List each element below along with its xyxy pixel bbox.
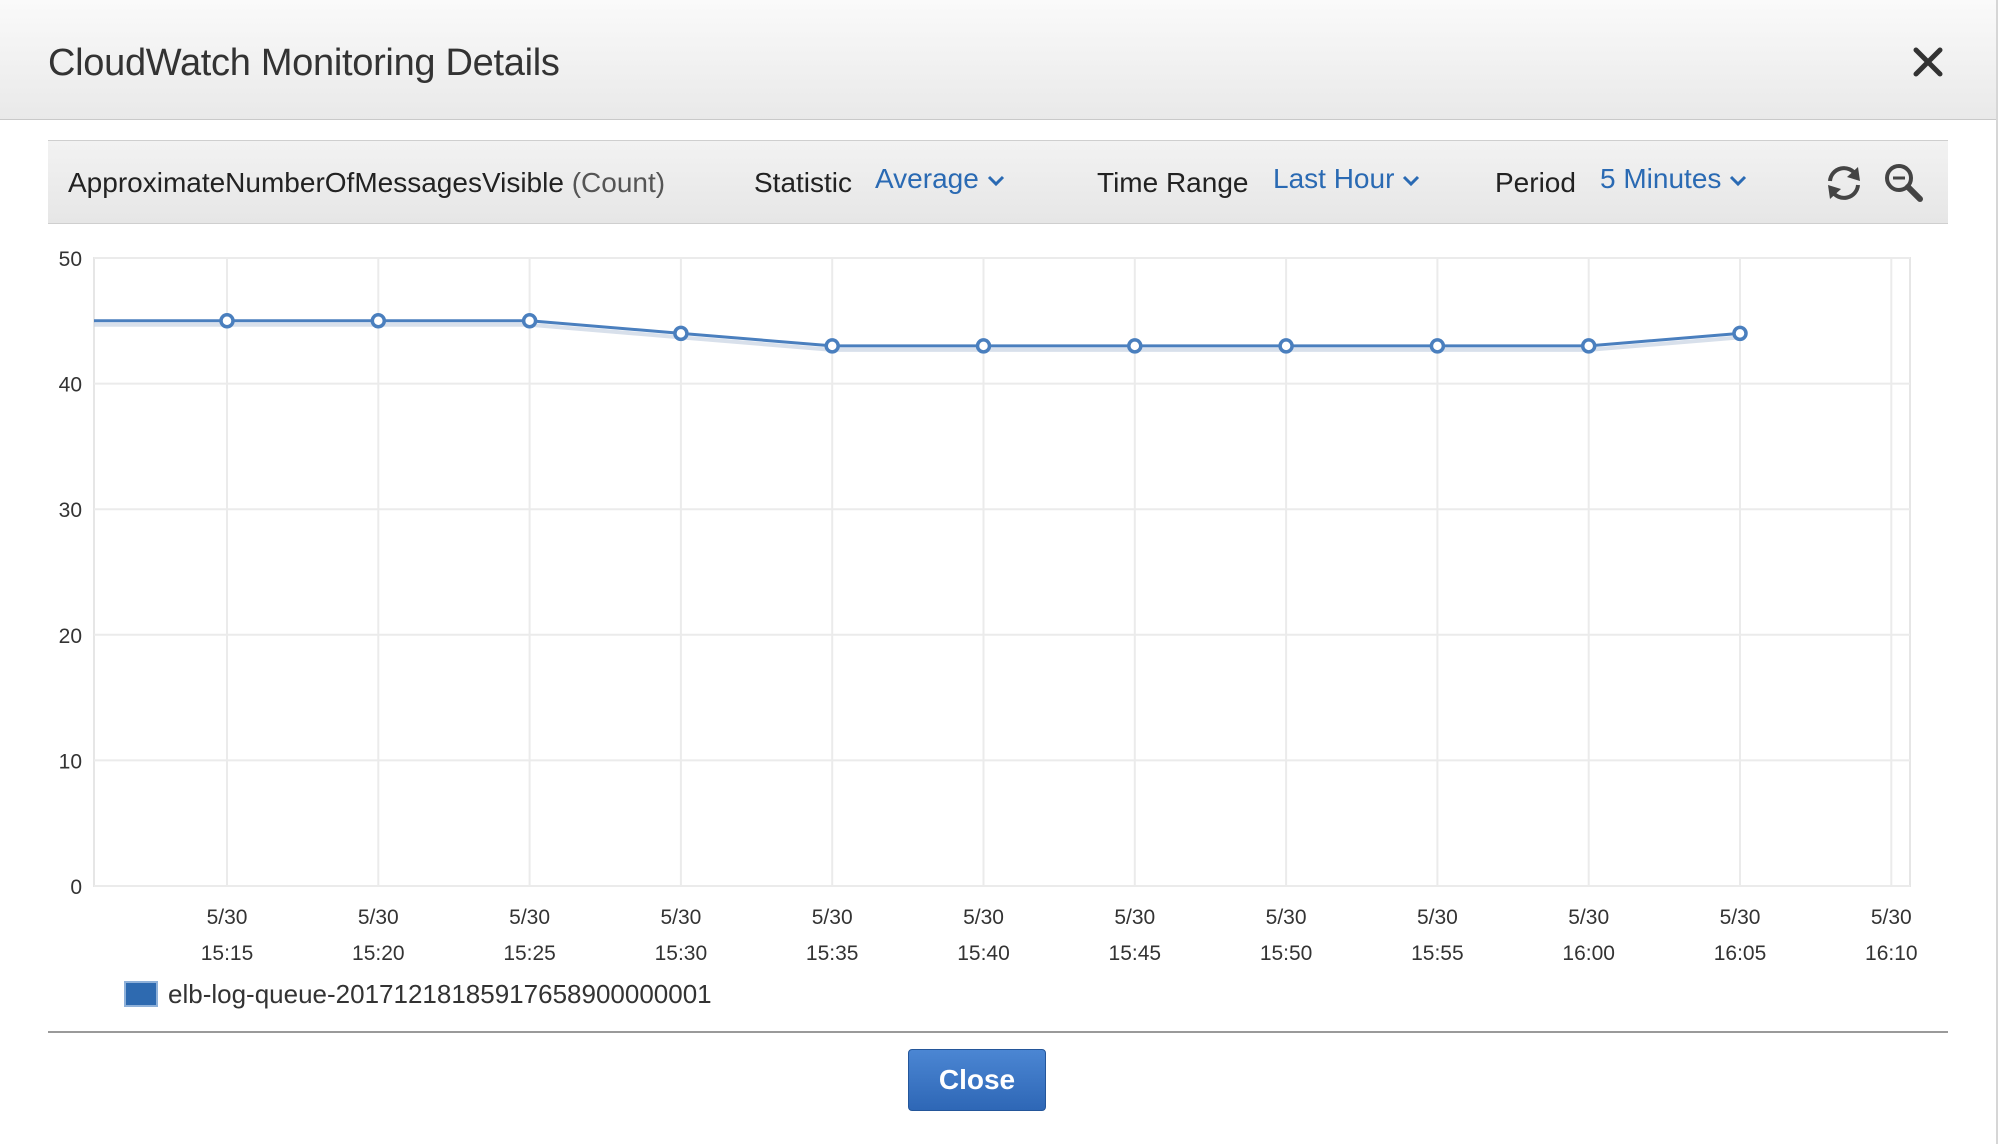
metric-toolbar: ApproximateNumberOfMessagesVisible (Coun… [48, 140, 1948, 224]
statistic-label: Statistic [754, 167, 853, 198]
period-value: 5 Minutes [1600, 163, 1722, 194]
x-tick-time: 15:40 [957, 942, 1010, 965]
data-point [219, 313, 235, 329]
x-tick-date: 5/30 [1417, 906, 1458, 929]
x-tick-date: 5/30 [207, 906, 248, 929]
chevron-down-icon [1730, 175, 1747, 186]
x-tick-time: 16:00 [1562, 942, 1615, 965]
plot-area [93, 257, 1911, 887]
time-range-label: Time Range [1097, 167, 1249, 198]
chevron-down-icon [987, 175, 1004, 186]
chevron-down-icon [1403, 175, 1420, 186]
time-range-value: Last Hour [1273, 163, 1395, 194]
statistic-dropdown[interactable]: Average [875, 163, 1005, 195]
x-tick-date: 5/30 [1266, 906, 1307, 929]
metric-chart: 0 10 20 30 40 50 5/30 15:15 5/30 15:20 5/30 15:25 5/… [59, 248, 1918, 965]
x-tick-time: 16:10 [1865, 942, 1918, 965]
y-tick-label: 10 [59, 750, 82, 773]
dialog-header: CloudWatch Monitoring Details [0, 0, 1996, 120]
y-tick-label: 30 [59, 499, 82, 522]
x-tick-time: 15:35 [806, 942, 859, 965]
close-button[interactable]: Close [908, 1049, 1046, 1111]
data-point [975, 338, 992, 354]
y-tick-label: 40 [59, 374, 82, 397]
time-range-dropdown[interactable]: Last Hour [1273, 163, 1420, 195]
data-point [1580, 338, 1597, 354]
data-point [1429, 338, 1446, 354]
series-line [94, 319, 1741, 348]
dialog-title: CloudWatch Monitoring Details [48, 42, 560, 84]
close-x-icon[interactable] [1906, 40, 1950, 84]
chart-legend: elb-log-queue-20171218185917658900000001 [124, 978, 712, 1010]
legend-label: elb-log-queue-20171218185917658900000001 [168, 978, 712, 1009]
statistic-value: Average [875, 163, 979, 194]
y-tick-label: 50 [59, 248, 82, 271]
data-point [1278, 338, 1294, 354]
data-point [521, 313, 538, 329]
x-tick-date: 5/30 [1114, 906, 1155, 929]
x-tick-date: 5/30 [1871, 906, 1912, 929]
x-tick-date: 5/30 [1720, 906, 1761, 929]
x-tick-time: 16:05 [1714, 942, 1767, 965]
refresh-icon[interactable] [1822, 161, 1866, 205]
y-tick-label: 20 [59, 625, 82, 648]
x-tick-date: 5/30 [660, 906, 701, 929]
data-point [824, 338, 840, 354]
x-tick-date: 5/30 [509, 906, 550, 929]
period-dropdown[interactable]: 5 Minutes [1600, 163, 1747, 195]
footer-divider [48, 1031, 1948, 1033]
zoom-icon[interactable] [1882, 161, 1926, 205]
y-tick-label: 0 [70, 876, 82, 899]
x-tick-time: 15:45 [1109, 942, 1162, 965]
x-tick-time: 15:30 [655, 942, 708, 965]
x-tick-date: 5/30 [1568, 906, 1609, 929]
x-tick-time: 15:25 [503, 942, 556, 965]
x-tick-date: 5/30 [963, 906, 1004, 929]
legend-swatch [124, 981, 158, 1007]
metric-unit: (Count) [571, 167, 666, 198]
period-label: Period [1495, 167, 1576, 198]
x-tick-time: 15:55 [1411, 942, 1464, 965]
x-tick-time: 15:15 [201, 942, 254, 965]
data-point [673, 325, 689, 342]
data-point [1732, 325, 1748, 342]
x-tick-date: 5/30 [812, 906, 853, 929]
series-shadow [94, 322, 1741, 352]
x-tick-time: 15:50 [1260, 942, 1313, 965]
data-point [1127, 338, 1143, 354]
x-tick-time: 15:20 [352, 942, 405, 965]
data-point [370, 313, 387, 329]
x-tick-date: 5/30 [358, 906, 399, 929]
metric-name: ApproximateNumberOfMessagesVisible [68, 167, 564, 198]
metric-name-label: ApproximateNumberOfMessagesVisible (Coun… [68, 167, 665, 199]
